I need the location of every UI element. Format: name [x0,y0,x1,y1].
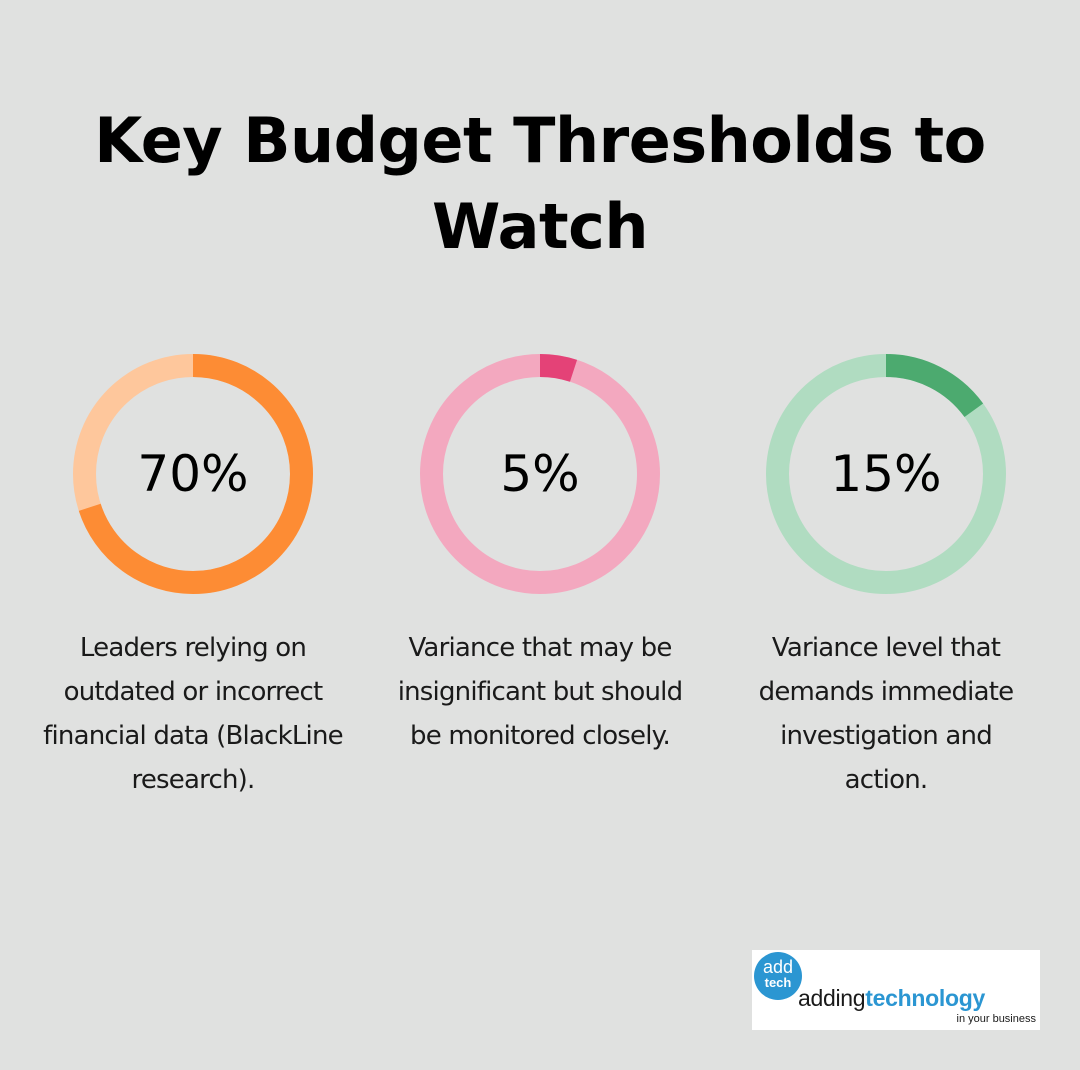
progress-ring: 70% [71,352,315,596]
logo-badge-bottom: tech [764,975,792,990]
logo-badge-top: add [762,957,794,977]
stat-card-70: 70% Leaders relying on outdated or incor… [43,352,344,802]
stat-value: 15% [830,445,942,503]
stat-card-15: 15% Variance level that demands immediat… [736,352,1036,802]
stat-card-5: 5% Variance that may be insignificant bu… [390,352,690,758]
progress-ring: 5% [418,352,662,596]
donut-chart [73,354,313,594]
logo-badge-icon: add tech [754,952,802,1000]
donut-chart [420,354,660,594]
logo-wordmark: addingtechnology [798,986,985,1010]
logo-tagline: in your business [956,1013,1037,1025]
stat-description: Variance level that demands immediate in… [758,633,1014,795]
stat-description: Leaders relying on outdated or incorrect… [43,633,344,795]
company-logo: add tech addingtechnology in your busine… [752,950,1040,1030]
logo-name-part1: adding [798,985,866,1011]
stat-value: 70% [137,445,249,503]
progress-ring: 15% [764,352,1008,596]
stat-value: 5% [500,445,580,503]
logo-name-part2: technology [865,985,985,1011]
stat-description: Variance that may be insignificant but s… [397,633,683,751]
page-title: Key Budget Thresholds to Watch [94,104,986,263]
donut-chart [766,354,1006,594]
